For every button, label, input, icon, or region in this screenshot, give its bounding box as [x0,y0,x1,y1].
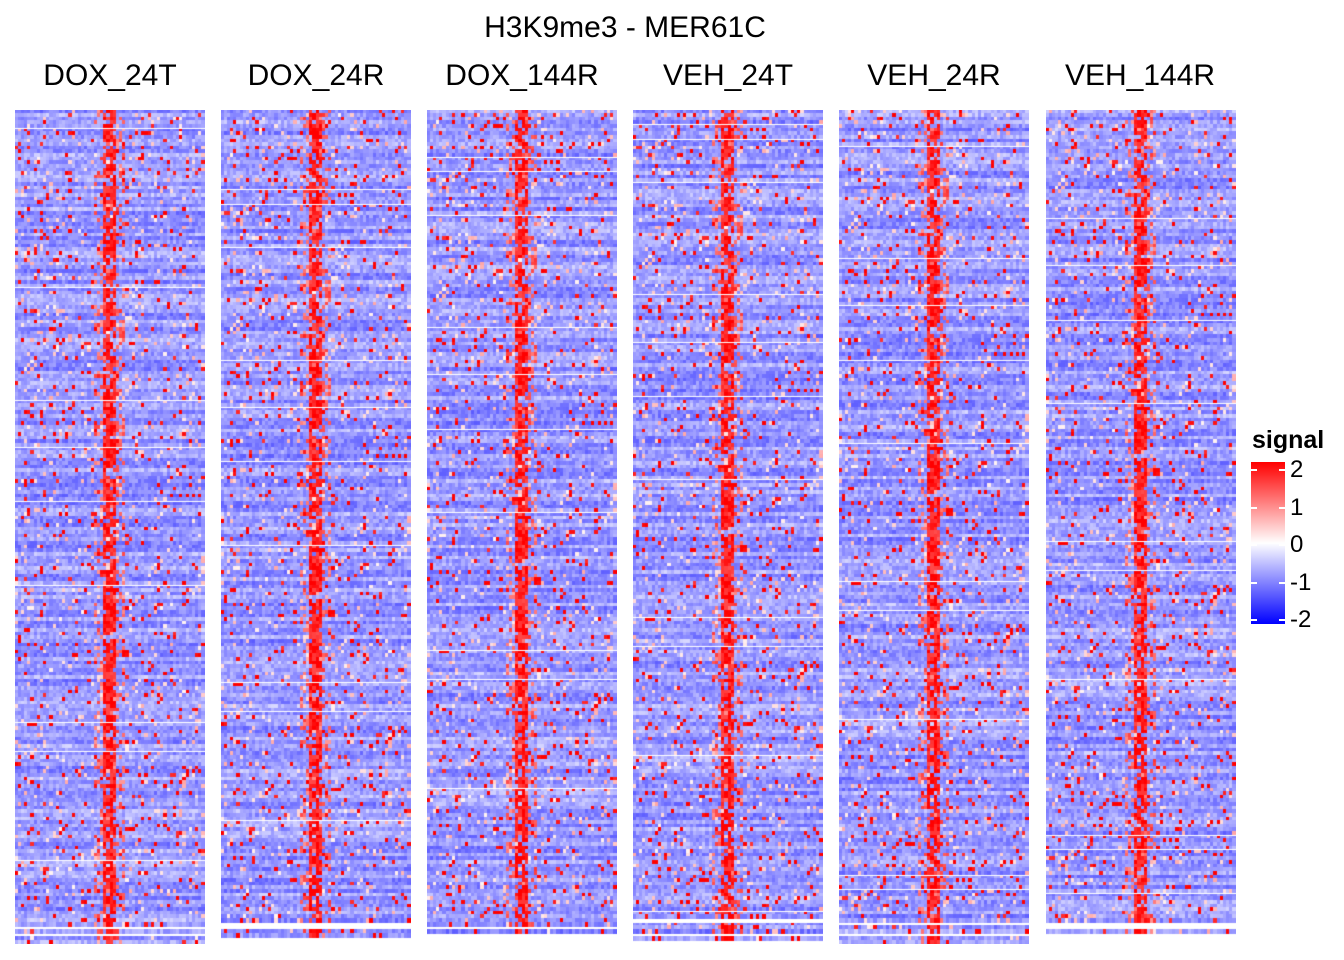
legend-label-neg1: -1 [1290,569,1312,596]
legend-colorbar [1251,462,1285,624]
chart-title: H3K9me3 - MER61C [484,11,766,44]
heatmap-panel-dox-24t [15,110,205,944]
panel-label-veh-24t: VEH_24T [662,59,794,92]
legend-label-0: 0 [1290,531,1304,558]
heatmap-panel-dox-144r [427,110,617,944]
panel-label-dox-24t: DOX_24T [43,59,177,92]
legend-label-neg2: -2 [1290,606,1312,633]
heatmap-panel-dox-24r [221,110,411,944]
panel-label-dox-144r: DOX_144R [445,59,599,92]
panel-label-dox-24r: DOX_24R [247,59,385,92]
heatmap-panel-veh-24r [839,110,1029,944]
panel-label-veh-24r: VEH_24R [867,59,1001,92]
panel-label-veh-144r: VEH_144R [1064,59,1216,92]
legend-label-2: 2 [1290,456,1304,483]
heatmap-panel-veh-144r [1046,110,1236,944]
legend-label-1: 1 [1290,494,1304,521]
heatmap-panel-veh-24t [633,110,823,944]
legend-title: signal [1252,426,1325,454]
